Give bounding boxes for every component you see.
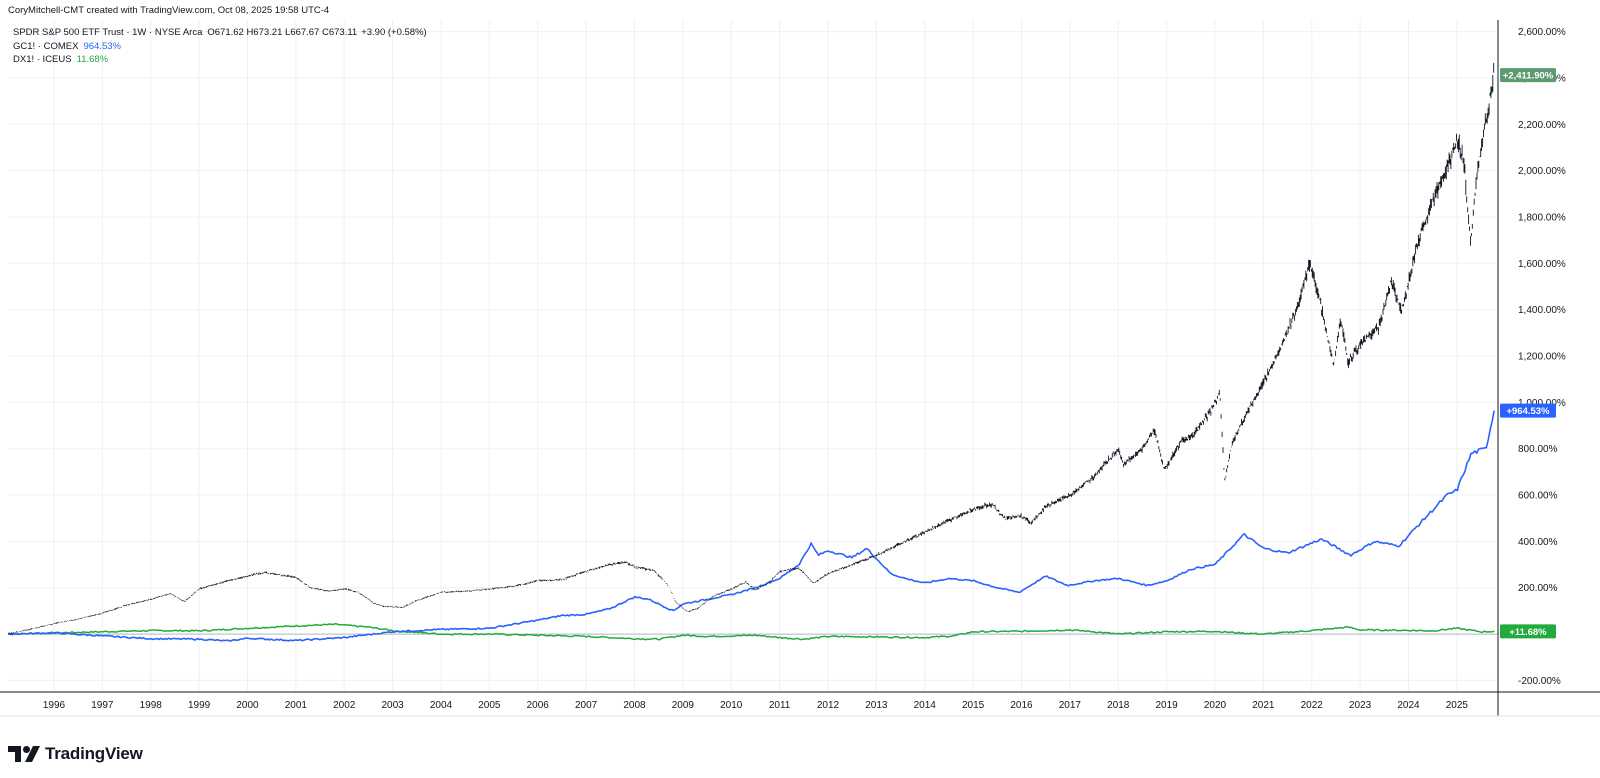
- x-tick-label: 2004: [430, 700, 453, 711]
- legend-compare-value: 11.68%: [76, 54, 109, 65]
- y-tick-label: 200.00%: [1518, 583, 1558, 594]
- y-tick-label: 600.00%: [1518, 491, 1558, 502]
- x-tick-label: 2015: [962, 700, 985, 711]
- price-scale[interactable]: -200.00% 200.00% 400.00% 600.00% 800.00% 1,00…: [1518, 27, 1566, 687]
- last-value-badge: [1500, 403, 1556, 418]
- legend-compare-row-gold[interactable]: GC1! · COMEX 964.53%: [13, 40, 427, 54]
- x-tick-label: 2024: [1397, 700, 1420, 711]
- y-tick-label: 1,000.00%: [1518, 398, 1566, 409]
- x-tick-label: 2006: [527, 700, 550, 711]
- last-value-label: +11.68%: [1500, 624, 1556, 639]
- legend-compare-symbol: DX1! · ICEUS: [13, 54, 72, 65]
- x-tick-label: 2003: [381, 700, 404, 711]
- x-tick-label: 2011: [769, 700, 791, 711]
- x-tick-label: 1996: [43, 700, 66, 711]
- legend-compare-value: 964.53%: [83, 40, 121, 52]
- x-tick-label: 2009: [672, 700, 695, 711]
- y-tick-label: 2,600.00%: [1518, 27, 1566, 38]
- x-tick-label: 2023: [1349, 700, 1372, 711]
- series-line[interactable]: [7, 622, 1495, 641]
- x-tick-label: 2020: [1204, 700, 1227, 711]
- x-tick-label: 2012: [817, 700, 840, 711]
- x-tick-label: 2008: [623, 700, 646, 711]
- tradingview-branding[interactable]: TradingView: [8, 744, 143, 764]
- x-tick-label: 2005: [478, 700, 501, 711]
- series-line[interactable]: [7, 410, 1495, 642]
- last-value-label: +2,411.90%: [1500, 68, 1556, 83]
- y-tick-label: 1,200.00%: [1518, 352, 1566, 363]
- legend: SPDR S&P 500 ETF Trust · 1W · NYSE Arca O…: [13, 26, 427, 67]
- x-tick-label: 2016: [1010, 700, 1033, 711]
- x-tick-label: 2022: [1301, 700, 1324, 711]
- x-tick-label: 2002: [333, 700, 356, 711]
- series-bars[interactable]: [7, 62, 1495, 635]
- x-tick-label: 2019: [1155, 700, 1178, 711]
- tradingview-logo-icon: [8, 746, 40, 762]
- y-tick-label: 2,000.00%: [1518, 166, 1566, 177]
- legend-main-ohlc: O671.62 H673.21 L667.67 C673.11: [207, 27, 358, 38]
- plot-area[interactable]: [7, 62, 1495, 642]
- x-tick-label: 2010: [720, 700, 743, 711]
- x-tick-label: 2021: [1252, 700, 1275, 711]
- x-tick-label: 2013: [865, 700, 888, 711]
- y-tick-label: 1,400.00%: [1518, 305, 1566, 316]
- y-tick-label: 800.00%: [1518, 444, 1558, 455]
- legend-main-change: +3.90 (+0.58%): [361, 27, 427, 38]
- x-tick-label: 2007: [575, 700, 598, 711]
- x-tick-label: 1999: [188, 700, 211, 711]
- time-scale[interactable]: 1996 1997 1998 1999 2000 2001 2002 2003 2004 2005…: [43, 700, 1469, 711]
- chart-frame: [0, 20, 1600, 717]
- last-value-text: +2,411.90%: [1503, 71, 1554, 82]
- x-tick-label: 1998: [140, 700, 163, 711]
- y-tick-label: 2,200.00%: [1518, 120, 1566, 131]
- last-value-badge: [1500, 624, 1556, 639]
- last-value-label: +964.53%: [1500, 403, 1556, 418]
- x-tick-label: 2000: [236, 700, 259, 711]
- last-value-badge: [1500, 68, 1556, 83]
- legend-compare-row-dollar[interactable]: DX1! · ICEUS 11.68%: [13, 53, 427, 67]
- last-value-text: +11.68%: [1509, 627, 1547, 638]
- x-tick-label: 2014: [914, 700, 937, 711]
- y-tick-label: -200.00%: [1518, 676, 1561, 687]
- x-tick-label: 2025: [1446, 700, 1469, 711]
- tradingview-wordmark: TradingView: [45, 744, 143, 763]
- y-tick-label: 1,800.00%: [1518, 212, 1566, 223]
- chart-grid: [8, 20, 1498, 692]
- legend-main-row[interactable]: SPDR S&P 500 ETF Trust · 1W · NYSE Arca O…: [13, 26, 427, 40]
- attribution-text: CoryMitchell-CMT created with TradingVie…: [8, 5, 330, 16]
- legend-compare-symbol: GC1! · COMEX: [13, 40, 79, 52]
- x-tick-label: 1997: [91, 700, 114, 711]
- legend-main-symbol: SPDR S&P 500 ETF Trust · 1W · NYSE Arca: [13, 27, 203, 38]
- y-tick-label: 400.00%: [1518, 537, 1558, 548]
- x-tick-label: 2018: [1107, 700, 1130, 711]
- last-value-labels: +2,411.90% +964.53% +11.68%: [1500, 68, 1556, 639]
- x-tick-label: 2001: [285, 700, 308, 711]
- ohlc-bars: [7, 62, 1495, 635]
- last-value-text: +964.53%: [1506, 406, 1550, 417]
- x-tick-label: 2017: [1059, 700, 1082, 711]
- y-tick-label: 1,600.00%: [1518, 259, 1566, 270]
